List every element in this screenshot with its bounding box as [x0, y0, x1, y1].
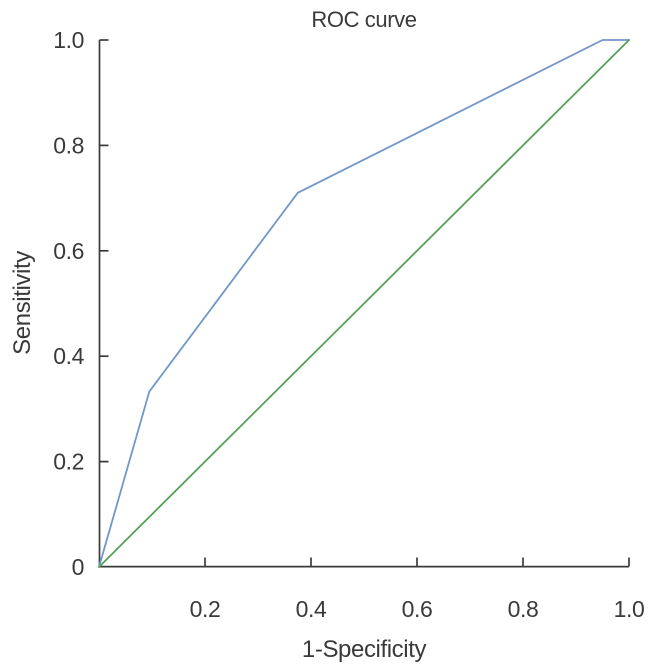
roc-curve-line [98, 39, 630, 568]
y-tick-label-0: 0 [72, 554, 84, 580]
series-lines [98, 39, 630, 568]
y-tick-label-0.4: 0.4 [53, 343, 84, 369]
reference-line [98, 39, 630, 568]
x-tick-label-0.8: 0.8 [508, 596, 539, 622]
y-tick-label-0.2: 0.2 [53, 449, 84, 475]
x-tick-label-1.0: 1.0 [614, 596, 645, 622]
y-tick-label-0.6: 0.6 [53, 238, 84, 264]
y-tick-label-1.0: 1.0 [53, 27, 84, 53]
x-tick-label-0.4: 0.4 [296, 596, 327, 622]
x-tick-label-0.2: 0.2 [190, 596, 221, 622]
tick-labels: 0.2 0.4 0.6 0.8 1.0 0 0.2 0.4 0.6 0.8 1.0 [53, 27, 645, 622]
y-tick-label-0.8: 0.8 [53, 132, 84, 158]
x-tick-label-0.6: 0.6 [402, 596, 433, 622]
x-axis-label: 1-Specificity [302, 636, 427, 663]
axes [98, 39, 630, 568]
chart-title: ROC curve [311, 7, 416, 32]
y-axis-label: Sensitivity [9, 251, 36, 355]
